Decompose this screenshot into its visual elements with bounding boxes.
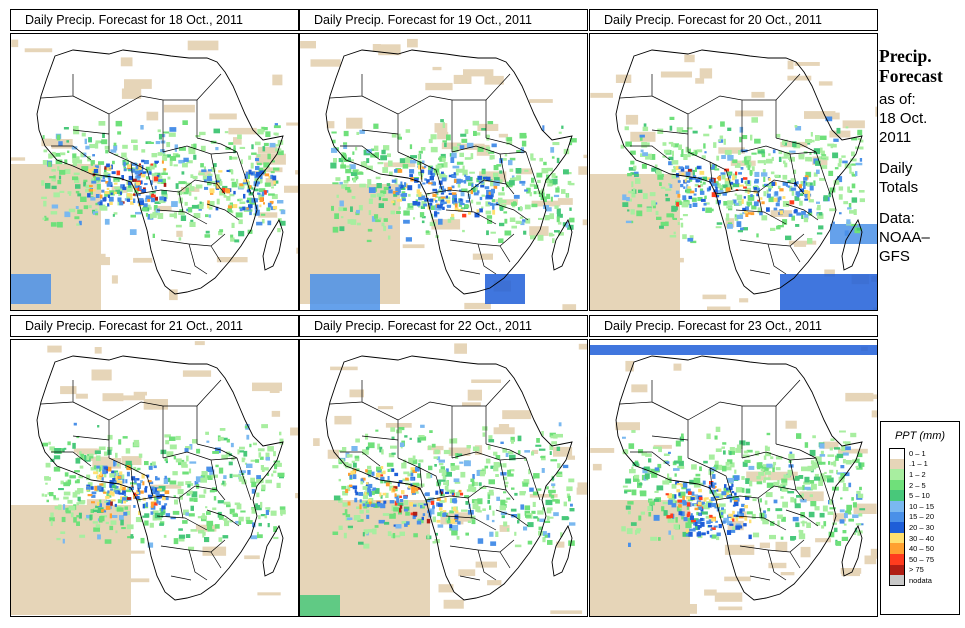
data-label-3: GFS <box>879 248 910 265</box>
panel-title: Daily Precip. Forecast for 18 Oct., 2011 <box>10 9 299 31</box>
legend-item: 0 – 1 <box>889 448 959 459</box>
legend-label: 30 – 40 <box>909 533 935 543</box>
precip-map <box>589 33 878 311</box>
legend-swatch <box>889 458 905 470</box>
legend-label: .1 – 1 <box>909 459 928 469</box>
forecast-panel-1: Daily Precip. Forecast for 18 Oct., 2011 <box>10 9 299 311</box>
legend-label: 1 – 2 <box>909 469 926 479</box>
africa-map <box>11 39 298 310</box>
legend-item: 40 – 50 <box>889 543 959 554</box>
legend-item: 2 – 5 <box>889 479 959 491</box>
legend-label: 50 – 75 <box>909 554 935 564</box>
forecast-panel-6: Daily Precip. Forecast for 23 Oct., 2011 <box>589 315 878 617</box>
forecast-panel-5: Daily Precip. Forecast for 22 Oct., 2011 <box>299 315 588 617</box>
legend-item: > 75 <box>889 564 959 576</box>
legend-swatch <box>889 479 905 491</box>
legend-label: 15 – 20 <box>909 512 935 522</box>
forecast-panel-4: Daily Precip. Forecast for 21 Oct., 2011 <box>10 315 299 617</box>
legend-swatch <box>889 511 905 523</box>
precip-map <box>299 33 588 311</box>
africa-map <box>300 343 587 616</box>
africa-map <box>590 49 877 310</box>
legend-label: nodata <box>909 575 932 585</box>
legend-item: 5 – 10 <box>889 490 959 501</box>
legend-label: > 75 <box>909 565 924 575</box>
legend-label: 40 – 50 <box>909 544 935 554</box>
legend-swatch <box>889 564 905 576</box>
legend-item: 10 – 15 <box>889 500 959 512</box>
totals-label-2: Totals <box>879 179 919 196</box>
panel-title: Daily Precip. Forecast for 22 Oct., 2011 <box>299 315 588 337</box>
africa-map <box>590 345 877 616</box>
legend-swatch <box>889 575 905 586</box>
issue-date-2: 2011 <box>879 129 912 146</box>
precip-map <box>10 33 299 311</box>
legend-item: 50 – 75 <box>889 553 959 565</box>
legend-item: 30 – 40 <box>889 532 959 544</box>
legend-label: 2 – 5 <box>909 480 926 490</box>
panel-title: Daily Precip. Forecast for 20 Oct., 2011 <box>589 9 878 31</box>
legend-item: .1 – 1 <box>889 458 959 470</box>
africa-map <box>11 341 298 615</box>
panel-title: Daily Precip. Forecast for 23 Oct., 2011 <box>589 315 878 337</box>
legend-swatch <box>889 500 905 512</box>
legend-item: nodata <box>889 575 959 586</box>
issue-date-1: 18 Oct. <box>879 110 928 127</box>
legend-swatch <box>889 448 905 459</box>
precip-map <box>299 339 588 617</box>
forecast-panel-2: Daily Precip. Forecast for 19 Oct., 2011 <box>299 9 588 311</box>
precip-map <box>589 339 878 617</box>
legend-swatch <box>889 543 905 554</box>
legend-swatch <box>889 532 905 544</box>
legend-title: PPT (mm) <box>894 430 946 442</box>
legend-swatch <box>889 522 905 533</box>
legend-item: 20 – 30 <box>889 522 959 533</box>
legend-swatch <box>889 469 905 480</box>
panel-title: Daily Precip. Forecast for 19 Oct., 2011 <box>299 9 588 31</box>
legend-label: 0 – 1 <box>909 448 926 458</box>
legend-item: 1 – 2 <box>889 469 959 480</box>
as-of-label: as of: <box>879 91 916 108</box>
panel-title: Daily Precip. Forecast for 21 Oct., 2011 <box>10 315 299 337</box>
side-info: Precip. Forecast as of: 18 Oct. 2011 Dai… <box>879 46 963 266</box>
legend-label: 20 – 30 <box>909 522 935 532</box>
forecast-panel-3: Daily Precip. Forecast for 20 Oct., 2011 <box>589 9 878 311</box>
legend-item: 15 – 20 <box>889 511 959 523</box>
africa-map <box>300 38 587 310</box>
legend-label: 10 – 15 <box>909 501 935 511</box>
side-heading-2: Forecast <box>879 66 943 86</box>
precip-map <box>10 339 299 617</box>
side-heading-1: Precip. <box>879 46 932 66</box>
legend-swatch <box>889 490 905 501</box>
data-label-2: NOAA– <box>879 229 930 246</box>
legend-label: 5 – 10 <box>909 491 930 501</box>
totals-label-1: Daily <box>879 160 913 177</box>
data-label-1: Data: <box>879 210 915 227</box>
legend-swatch <box>889 553 905 565</box>
